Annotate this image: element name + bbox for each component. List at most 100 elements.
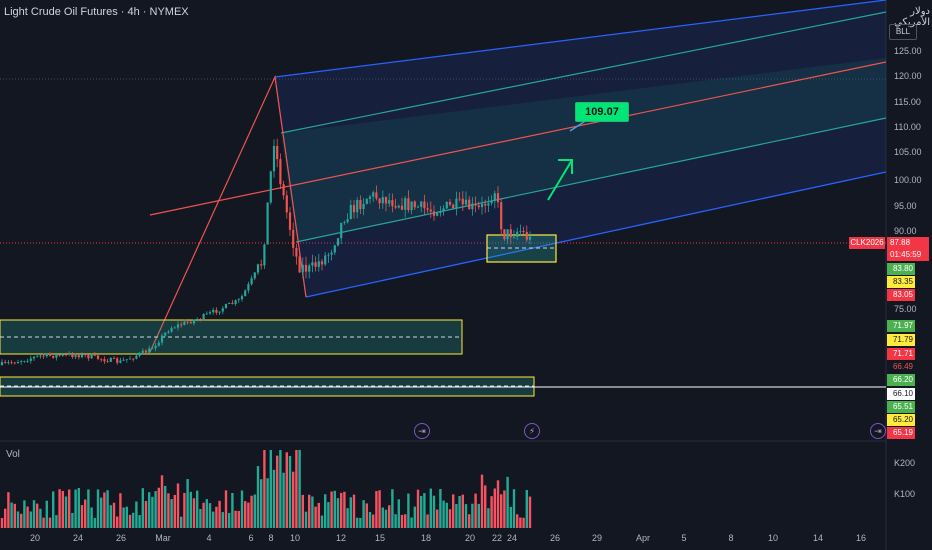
volume-bar <box>189 491 192 528</box>
candle-body <box>87 355 90 359</box>
price-tag: 71.97 <box>887 320 915 332</box>
volume-tick: K200 <box>894 458 916 468</box>
candle-body <box>490 201 493 204</box>
volume-bar <box>234 510 237 528</box>
time-tick: 22 <box>491 533 503 543</box>
volume-bar <box>276 455 279 528</box>
volume-bar <box>506 476 509 528</box>
candle-body <box>436 213 439 216</box>
candle-body <box>112 357 116 359</box>
candle-body <box>272 145 276 172</box>
candle-body <box>32 356 36 359</box>
candle-body <box>397 205 400 208</box>
time-tick: 20 <box>464 533 476 543</box>
candle-body <box>132 358 135 360</box>
candle-body <box>96 355 100 359</box>
candle-body <box>109 357 112 362</box>
volume-bar <box>429 488 432 528</box>
volume-bar <box>90 507 93 528</box>
time-tick: 14 <box>812 533 824 543</box>
volume-bar <box>256 466 260 528</box>
price-tag: 83.35 <box>887 276 915 288</box>
volume-bar <box>231 492 234 528</box>
candle-body <box>292 229 295 248</box>
candle-body <box>295 247 298 257</box>
volume-bar <box>144 501 148 528</box>
volume-bar <box>164 485 167 528</box>
last-price-value: 87.88 <box>890 238 911 247</box>
candle-body <box>205 313 208 315</box>
unit-selector[interactable]: BLL <box>889 24 917 40</box>
arrow-circle-icon[interactable]: ⇥ <box>870 423 886 439</box>
volume-bar <box>324 494 327 528</box>
candle-body <box>196 319 199 320</box>
volume-bar <box>4 508 7 528</box>
candle-body <box>7 362 10 364</box>
volume-bar <box>388 505 391 528</box>
volume-bar <box>170 499 173 528</box>
volume-bar <box>10 502 13 528</box>
volume-bar <box>336 498 340 528</box>
candle-body <box>52 355 55 358</box>
candle-body <box>288 212 292 230</box>
volume-bar <box>372 514 375 528</box>
price-tick: 100.00 <box>894 175 922 185</box>
candle-body <box>420 201 423 207</box>
time-tick: 15 <box>374 533 386 543</box>
volume-bar <box>496 480 500 528</box>
volume-bar <box>362 500 365 528</box>
price-tag: 66.20 <box>887 374 915 386</box>
candle-body <box>522 230 525 232</box>
candle-body <box>279 159 282 185</box>
volume-bar <box>330 491 333 528</box>
volume-bar <box>0 517 4 528</box>
volume-bar <box>36 503 39 528</box>
price-target-label[interactable]: 109.07 <box>575 102 629 122</box>
volume-bar <box>186 479 189 528</box>
time-tick: 6 <box>248 533 254 543</box>
pitchfork-inner-fill <box>281 58 886 242</box>
candle-body <box>144 350 148 353</box>
candle-body <box>320 261 324 265</box>
price-tag: 65.20 <box>887 414 915 426</box>
currency-label: دولار الأمريكي <box>894 6 930 28</box>
arrow-circle-icon[interactable]: ⇥ <box>414 423 430 439</box>
volume-bar <box>356 517 359 528</box>
candle-body <box>36 355 39 357</box>
candle-body <box>528 236 532 240</box>
volume-bar <box>45 500 48 528</box>
volume-bar <box>253 494 256 528</box>
candle-body <box>343 222 346 223</box>
volume-bar <box>375 491 378 528</box>
candle-body <box>23 361 26 362</box>
candle-body <box>519 230 522 232</box>
candle-body <box>471 203 474 210</box>
volume-bar <box>445 502 448 528</box>
volume-bar <box>301 494 304 528</box>
candle-body <box>484 203 487 206</box>
price-tick: 115.00 <box>894 97 921 107</box>
candle-body <box>458 198 461 200</box>
candle-body <box>93 354 96 356</box>
volume-bar <box>471 503 474 528</box>
candle-body <box>333 245 336 253</box>
price-tick: 90.00 <box>894 226 917 236</box>
candle-body <box>157 342 160 346</box>
candle-body <box>410 201 413 211</box>
candle-body <box>39 355 42 357</box>
candle-body <box>61 354 64 356</box>
candle-body <box>250 278 253 285</box>
volume-bar <box>13 503 16 528</box>
volume-bar <box>327 502 330 528</box>
volume-bar <box>285 452 288 528</box>
candle-body <box>116 358 119 363</box>
volume-bar <box>167 493 170 528</box>
price-tick: 125.00 <box>894 46 922 56</box>
lightning-icon[interactable]: ⚡ <box>524 423 540 439</box>
volume-bar <box>240 490 244 528</box>
time-tick: 10 <box>289 533 301 543</box>
candle-body <box>260 264 263 266</box>
candle-body <box>442 208 445 212</box>
volume-bar <box>474 493 477 528</box>
